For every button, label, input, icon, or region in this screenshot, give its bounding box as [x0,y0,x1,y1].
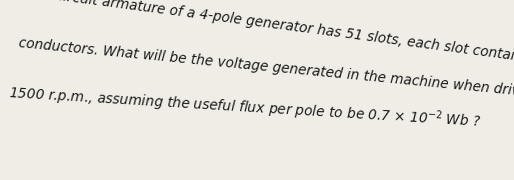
Text: conductors. What will be the voltage generated in the machine when driven at: conductors. What will be the voltage gen… [18,36,514,101]
Text: A 2-circuit armature of a 4-pole generator has 51 slots, each slot containing 20: A 2-circuit armature of a 4-pole generat… [28,0,514,69]
Text: 1500 r.p.m., assuming the useful flux per pole to be 0.7 × 10$^{-2}$ Wb ?: 1500 r.p.m., assuming the useful flux pe… [8,83,482,133]
